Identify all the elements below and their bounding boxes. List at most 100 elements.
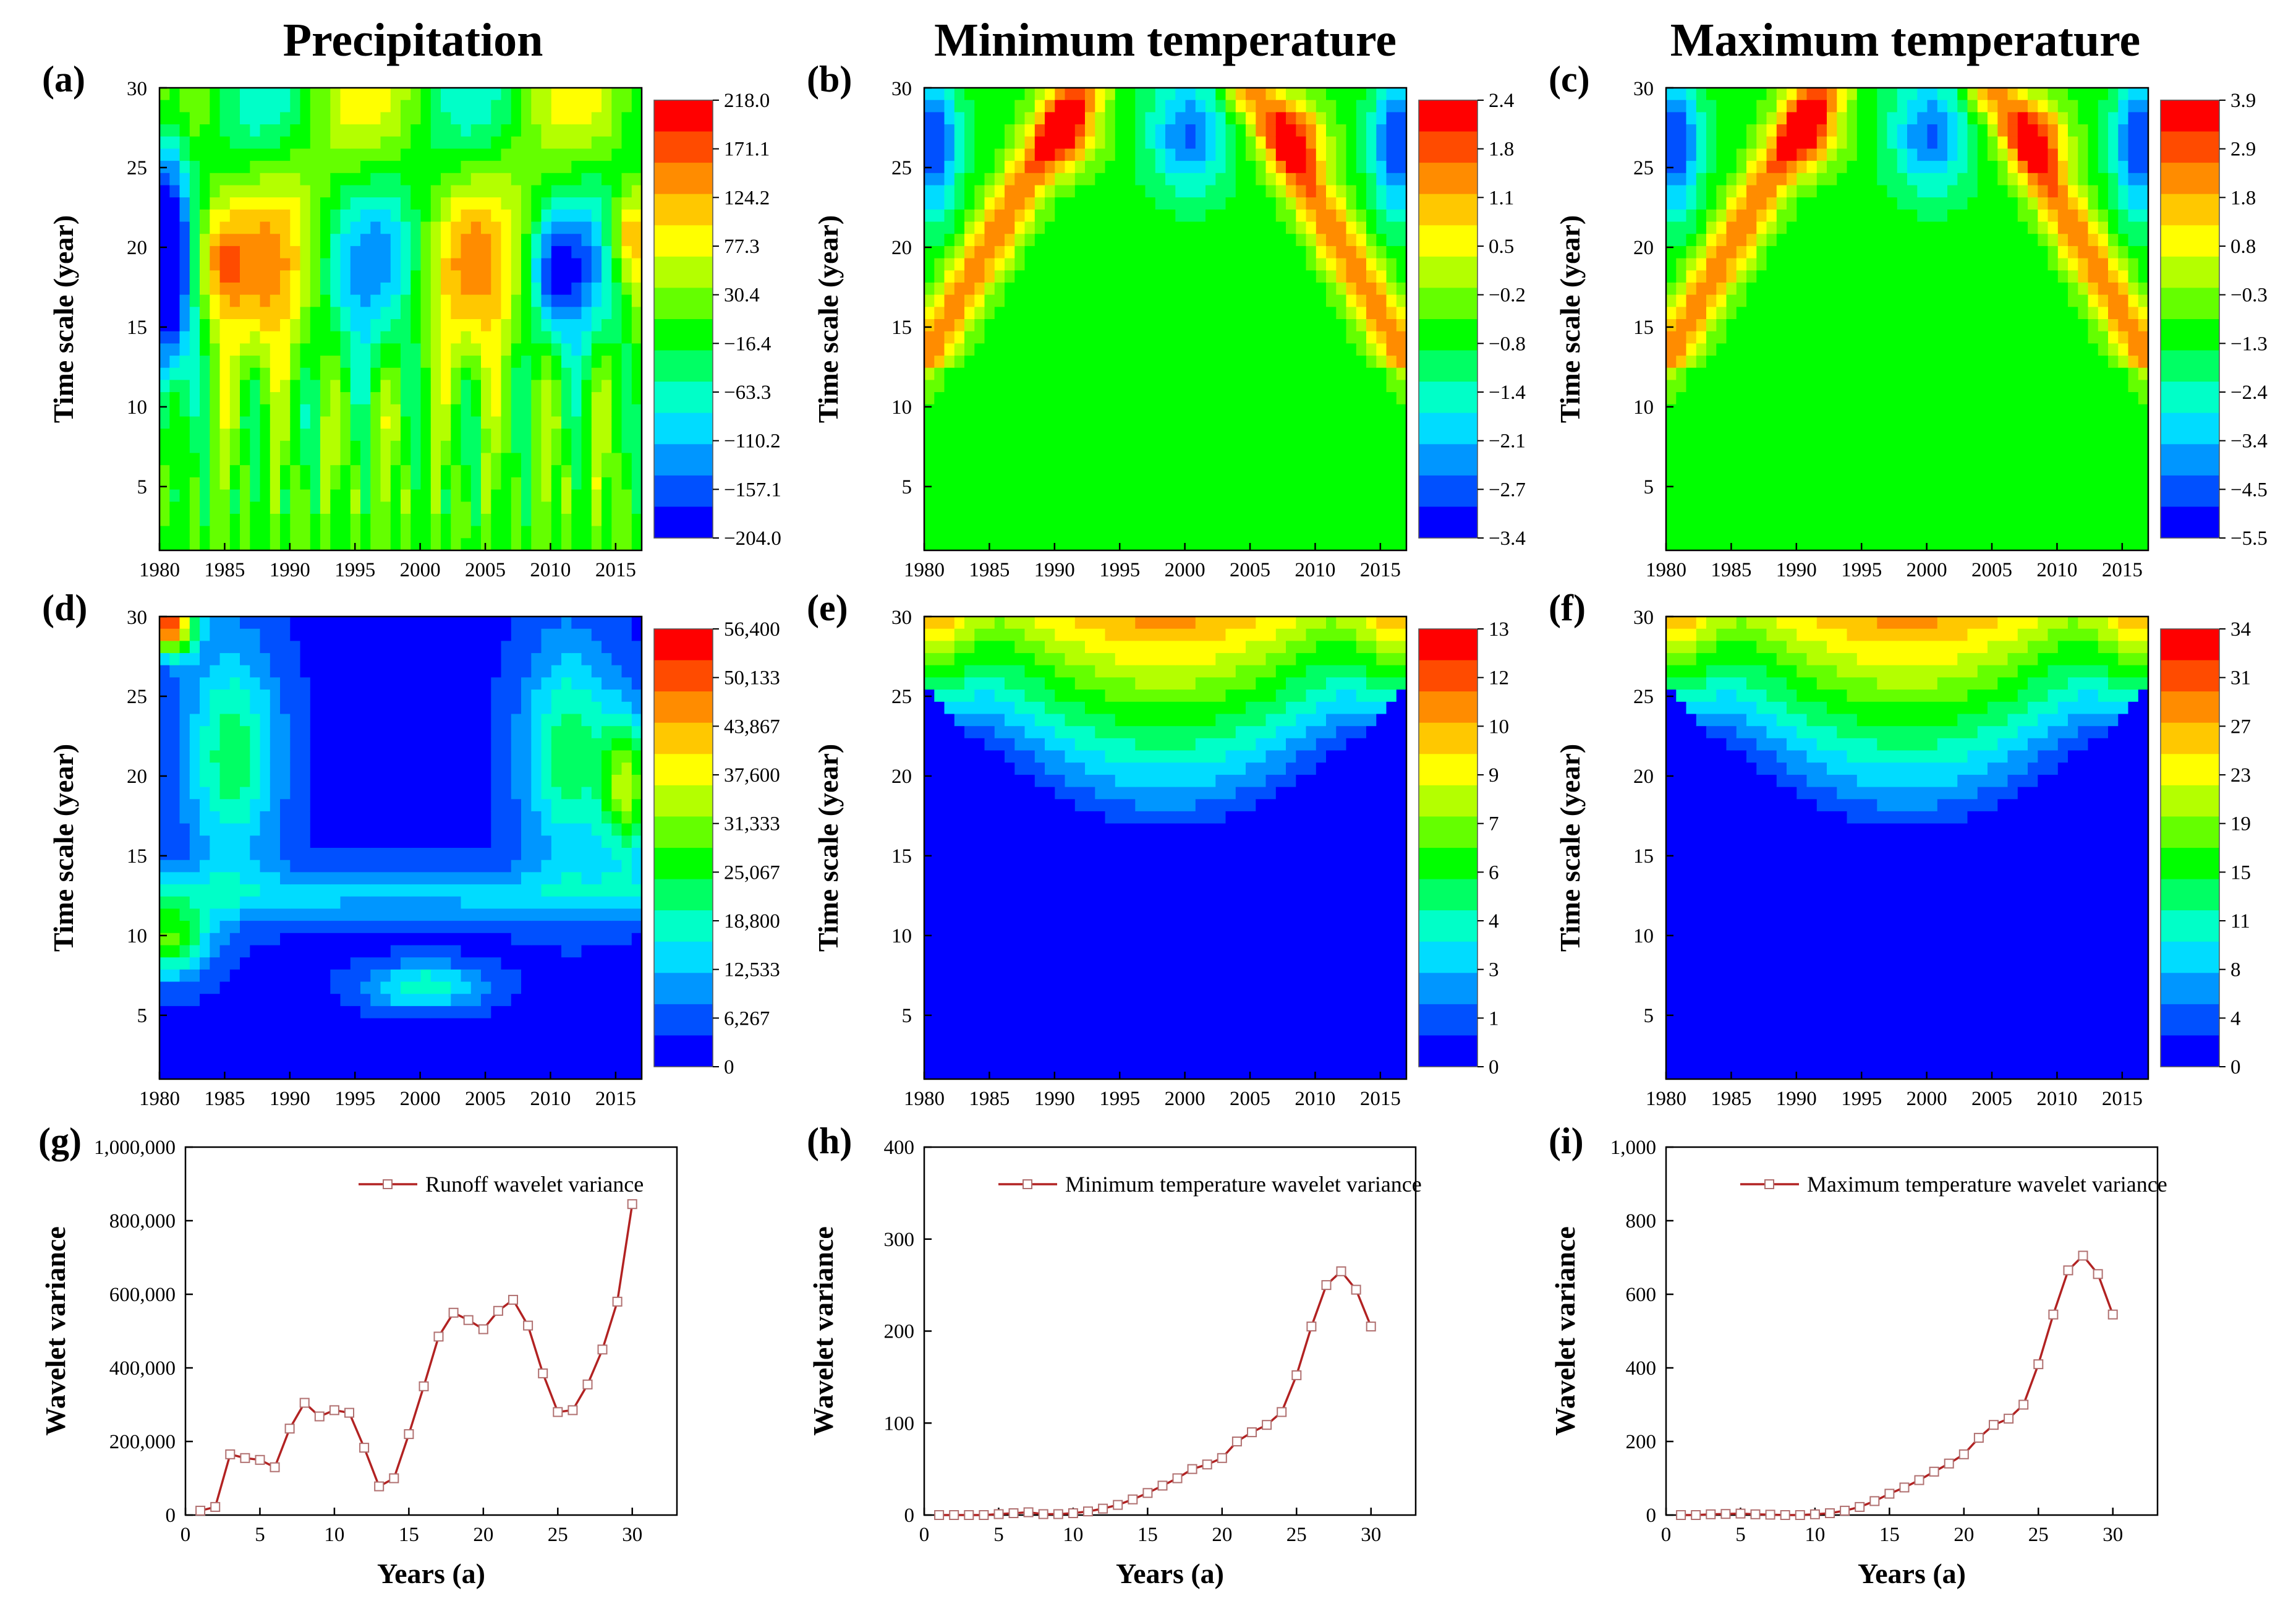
heatmap-cell — [602, 124, 612, 137]
heatmap-cell — [1386, 526, 1397, 539]
heatmap-cell — [1766, 282, 1777, 296]
heatmap-cell — [380, 343, 391, 356]
heatmap-cell — [1787, 100, 1797, 113]
heatmap-cell — [1907, 270, 1918, 283]
heatmap-cell — [541, 136, 552, 149]
heatmap-cell — [1195, 307, 1206, 320]
heatmap-cell — [451, 404, 462, 417]
heatmap-cell — [1897, 294, 1908, 307]
heatmap-cell — [410, 477, 422, 490]
heatmap-cell — [1947, 343, 1958, 356]
heatmap-cell — [1135, 538, 1146, 551]
heatmap-cell — [1346, 453, 1357, 466]
heatmap-cell — [451, 331, 462, 344]
heatmap-cell — [1045, 404, 1055, 417]
heatmap-cell — [1014, 294, 1026, 307]
heatmap-cell — [954, 513, 965, 527]
heatmap-cell — [1024, 404, 1035, 417]
heatmap-cell — [1716, 513, 1727, 527]
heatmap-cell — [1246, 197, 1256, 210]
heatmap-cell — [541, 209, 552, 223]
heatmap-cell — [390, 526, 401, 539]
heatmap-cell — [1977, 440, 1988, 454]
heatmap-cell — [1676, 307, 1687, 320]
heatmap-cell — [1746, 136, 1757, 149]
heatmap-cell — [401, 367, 411, 380]
heatmap-cell — [1356, 112, 1367, 125]
heatmap-cell — [280, 367, 291, 380]
heatmap-cell — [240, 185, 250, 198]
heatmap-cell — [1736, 88, 1747, 101]
heatmap-cell — [1105, 258, 1116, 271]
heatmap-cell — [934, 465, 945, 478]
heatmap-cell — [934, 173, 945, 186]
heatmap-cell — [1155, 513, 1166, 527]
heatmap-cell — [430, 148, 441, 161]
heatmap-cell — [1967, 234, 1978, 247]
heatmap-cell — [159, 453, 170, 466]
heatmap-cell — [611, 148, 623, 161]
colorbar-label: 218.0 — [724, 90, 770, 112]
heatmap-cell — [310, 453, 321, 466]
heatmap-cell — [1937, 331, 1948, 344]
heatmap-cell — [1296, 258, 1307, 271]
heatmap-cell — [380, 367, 391, 380]
heatmap-cell — [521, 440, 532, 454]
heatmap-cell — [320, 502, 331, 515]
heatmap-cell — [1195, 258, 1206, 271]
heatmap-cell — [1937, 453, 1948, 466]
heatmap-cell — [1195, 331, 1206, 344]
heatmap-cell — [1326, 429, 1337, 442]
heatmap-cell — [1386, 282, 1397, 296]
heatmap-cell — [1205, 416, 1216, 429]
heatmap-cell — [1827, 88, 1837, 101]
heatmap-cell — [1927, 100, 1938, 113]
heatmap-cell — [1065, 538, 1076, 551]
heatmap-cell — [250, 489, 261, 502]
heatmap-cell — [481, 88, 491, 101]
heatmap-cell — [924, 294, 935, 307]
heatmap-cell — [1776, 513, 1787, 527]
heatmap-cell — [1095, 477, 1106, 490]
heatmap-cell — [270, 367, 281, 380]
heatmap-cell — [1396, 440, 1407, 454]
heatmap-cell — [380, 136, 391, 149]
heatmap-cell — [974, 526, 985, 539]
heatmap-cell — [441, 136, 451, 149]
heatmap-cell — [1155, 416, 1166, 429]
heatmap-cell — [1034, 221, 1045, 234]
heatmap-cell — [974, 502, 985, 515]
heatmap-cell — [1105, 502, 1116, 515]
heatmap-cell — [1055, 148, 1066, 161]
heatmap-cell — [491, 197, 502, 210]
heatmap-cell — [401, 124, 411, 137]
heatmap-cell — [1927, 197, 1938, 210]
heatmap-cell — [200, 234, 210, 247]
heatmap-cell — [1366, 513, 1377, 527]
heatmap-cell — [1014, 161, 1026, 174]
heatmap-cell — [410, 319, 422, 332]
x-tick-label: 2005 — [465, 559, 506, 581]
heatmap-cell — [430, 356, 441, 369]
heatmap-cell — [1085, 502, 1095, 515]
heatmap-cell — [1024, 429, 1035, 442]
heatmap-cell — [964, 416, 975, 429]
heatmap-cell — [974, 112, 985, 125]
heatmap-cell — [1074, 148, 1086, 161]
heatmap-cell — [1746, 356, 1757, 369]
heatmap-cell — [219, 331, 231, 344]
heatmap-cell — [410, 538, 422, 551]
heatmap-cell — [1386, 392, 1397, 405]
heatmap-cell — [1806, 270, 1818, 283]
heatmap-cell — [1095, 161, 1106, 174]
heatmap-cell — [290, 392, 301, 405]
heatmap-cell — [1256, 416, 1267, 429]
heatmap-cell — [1205, 234, 1216, 247]
heatmap-cell — [360, 343, 371, 356]
heatmap-cell — [1105, 173, 1116, 186]
heatmap-cell — [340, 307, 351, 320]
heatmap-cell — [420, 526, 432, 539]
colorbar-label: 2.4 — [1489, 90, 1514, 112]
heatmap-cell — [1796, 148, 1808, 161]
heatmap-cell — [179, 234, 190, 247]
